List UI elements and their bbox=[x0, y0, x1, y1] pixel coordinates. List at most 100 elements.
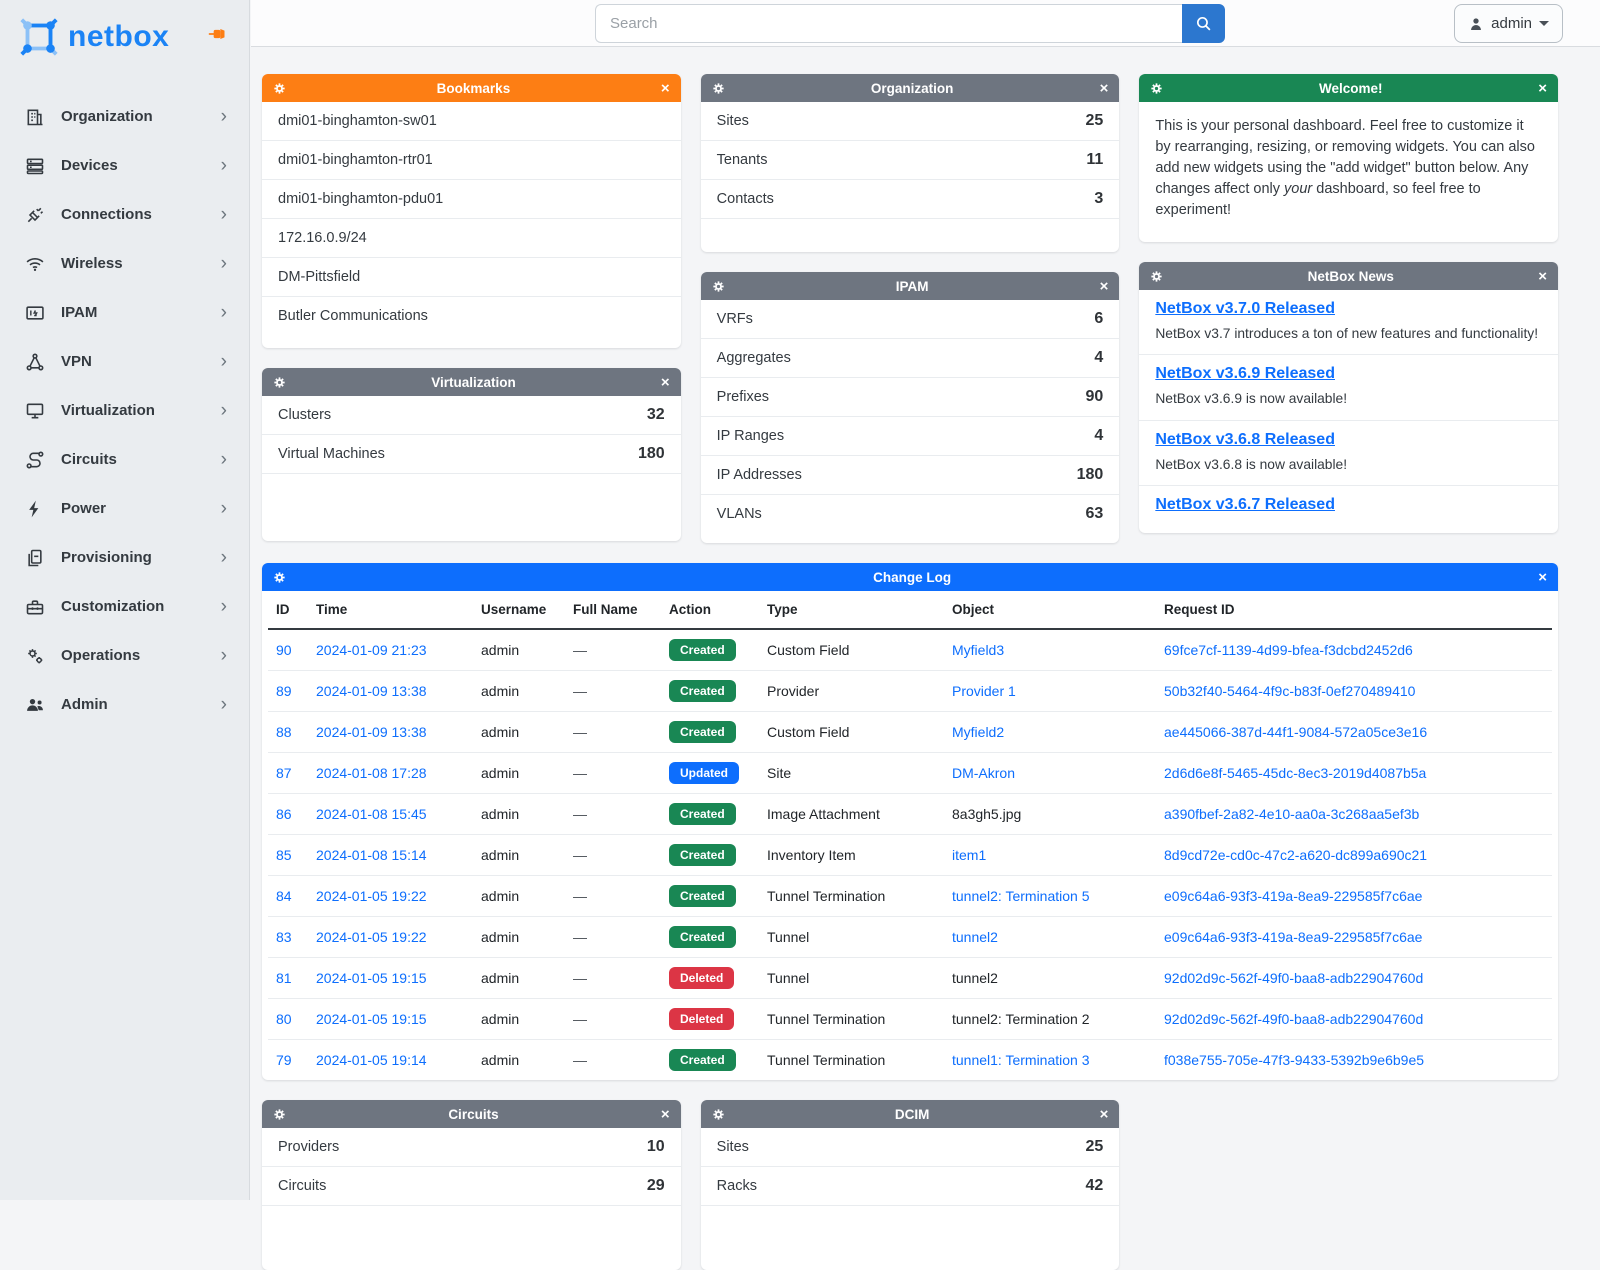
widget-config-button[interactable] bbox=[710, 278, 727, 295]
widget-close-button[interactable]: × bbox=[659, 79, 672, 98]
widget-config-button[interactable] bbox=[271, 1106, 288, 1123]
widget-close-button[interactable]: × bbox=[1098, 79, 1111, 98]
count-row: IP Addresses 180 bbox=[700, 456, 1120, 495]
request-id-link[interactable]: f038e755-705e-47f3-9433-5392b9e6b9e5 bbox=[1164, 1052, 1425, 1068]
username-cell: admin bbox=[473, 711, 565, 753]
object-link[interactable]: Myfield3 bbox=[952, 642, 1005, 658]
request-id-link[interactable]: 92d02d9c-562f-49f0-baa8-adb22904760d bbox=[1164, 1011, 1424, 1027]
news-link[interactable]: NetBox v3.6.9 Released bbox=[1155, 365, 1335, 383]
change-time-link[interactable]: 2024-01-05 19:22 bbox=[316, 929, 427, 945]
change-id-link[interactable]: 79 bbox=[276, 1052, 292, 1068]
change-id-link[interactable]: 86 bbox=[276, 806, 292, 822]
count-value: 4 bbox=[1094, 427, 1104, 444]
search-button[interactable] bbox=[1182, 4, 1225, 43]
change-id-link[interactable]: 90 bbox=[276, 642, 292, 658]
sidebar-item-operations[interactable]: Operations › bbox=[0, 631, 249, 680]
request-id-link[interactable]: ae445066-387d-44f1-9084-572a05ce3e16 bbox=[1164, 724, 1428, 740]
change-id-link[interactable]: 81 bbox=[276, 970, 292, 986]
change-id-link[interactable]: 89 bbox=[276, 683, 292, 699]
object-link[interactable]: Myfield2 bbox=[952, 724, 1005, 740]
count-row: VRFs 6 bbox=[700, 300, 1120, 339]
sidebar-pin-button[interactable] bbox=[207, 26, 227, 45]
change-id-link[interactable]: 84 bbox=[276, 888, 292, 904]
change-id-link[interactable]: 80 bbox=[276, 1011, 292, 1027]
search-input[interactable] bbox=[595, 4, 1182, 43]
widget-config-button[interactable] bbox=[271, 80, 288, 97]
object-link[interactable]: Provider 1 bbox=[952, 683, 1016, 699]
sidebar-item-virtualization[interactable]: Virtualization › bbox=[0, 386, 249, 435]
change-time-link[interactable]: 2024-01-08 17:28 bbox=[316, 765, 427, 781]
sidebar-item-connections[interactable]: Connections › bbox=[0, 190, 249, 239]
change-time-link[interactable]: 2024-01-05 19:15 bbox=[316, 1011, 427, 1027]
object-link[interactable]: DM-Akron bbox=[952, 765, 1016, 781]
change-time-link[interactable]: 2024-01-08 15:45 bbox=[316, 806, 427, 822]
request-id-link[interactable]: a390fbef-2a82-4e10-aa0a-3c268aa5ef3b bbox=[1164, 806, 1420, 822]
news-item: NetBox v3.7.0 Released NetBox v3.7 intro… bbox=[1139, 290, 1558, 356]
widget-config-button[interactable] bbox=[710, 1106, 727, 1123]
topbar: admin bbox=[251, 0, 1600, 47]
change-id-link[interactable]: 88 bbox=[276, 724, 292, 740]
object-link[interactable]: item1 bbox=[952, 847, 987, 863]
sidebar-item-circuits[interactable]: Circuits › bbox=[0, 435, 249, 484]
bookmark-item[interactable]: 172.16.0.9/24 bbox=[262, 219, 681, 258]
change-id-link[interactable]: 85 bbox=[276, 847, 292, 863]
full-name-cell: — bbox=[573, 642, 587, 658]
change-time-link[interactable]: 2024-01-09 13:38 bbox=[316, 683, 427, 699]
object-link[interactable]: tunnel2 bbox=[952, 929, 998, 945]
sidebar-item-provisioning[interactable]: Provisioning › bbox=[0, 533, 249, 582]
request-id-link[interactable]: 8d9cd72e-cd0c-47c2-a620-dc899a690c21 bbox=[1164, 847, 1428, 863]
widget-close-button[interactable]: × bbox=[659, 1105, 672, 1124]
close-icon: × bbox=[1099, 1105, 1109, 1123]
change-time-link[interactable]: 2024-01-05 19:22 bbox=[316, 888, 427, 904]
request-id-link[interactable]: e09c64a6-93f3-419a-8ea9-229585f7c6ae bbox=[1164, 929, 1423, 945]
object-link[interactable]: tunnel1: Termination 3 bbox=[952, 1052, 1090, 1068]
widget-config-button[interactable] bbox=[1148, 80, 1165, 97]
request-id-link[interactable]: 2d6d6e8f-5465-45dc-8ec3-2019d4087b5a bbox=[1164, 765, 1427, 781]
change-time-link[interactable]: 2024-01-09 21:23 bbox=[316, 642, 427, 658]
bookmark-item[interactable]: Butler Communications bbox=[278, 308, 428, 324]
widget-close-button[interactable]: × bbox=[1098, 1105, 1111, 1124]
sidebar-item-admin[interactable]: Admin › bbox=[0, 680, 249, 729]
netbox-logo[interactable]: netbox bbox=[16, 14, 169, 60]
organization-widget: Organization × Sites 25 Tenants 11 Contact… bbox=[700, 74, 1120, 252]
bookmark-item[interactable]: dmi01-binghamton-pdu01 bbox=[262, 180, 681, 219]
change-id-link[interactable]: 87 bbox=[276, 765, 292, 781]
news-link[interactable]: NetBox v3.7.0 Released bbox=[1155, 300, 1335, 317]
sidebar-item-organization[interactable]: Organization › bbox=[0, 92, 249, 141]
widget-config-button[interactable] bbox=[1148, 268, 1165, 285]
widget-close-button[interactable]: × bbox=[1536, 568, 1549, 587]
request-id-link[interactable]: 50b32f40-5464-4f9c-b83f-0ef270489410 bbox=[1164, 683, 1416, 699]
widget-config-button[interactable] bbox=[271, 569, 288, 586]
change-time-link[interactable]: 2024-01-05 19:15 bbox=[316, 970, 427, 986]
dcim-widget-header: DCIM × bbox=[700, 1100, 1120, 1128]
news-link[interactable]: NetBox v3.6.8 Released bbox=[1155, 430, 1335, 448]
widget-config-button[interactable] bbox=[271, 374, 288, 391]
column-header-id: ID bbox=[268, 591, 308, 630]
widget-close-button[interactable]: × bbox=[1536, 267, 1549, 286]
object-link[interactable]: tunnel2: Termination 5 bbox=[952, 888, 1090, 904]
sidebar-item-power[interactable]: Power › bbox=[0, 484, 249, 533]
change-time-link[interactable]: 2024-01-05 19:14 bbox=[316, 1052, 427, 1068]
bookmark-item[interactable]: dmi01-binghamton-rtr01 bbox=[262, 141, 681, 180]
widget-close-button[interactable]: × bbox=[1536, 79, 1549, 98]
widget-close-button[interactable]: × bbox=[1098, 277, 1111, 296]
news-link[interactable]: NetBox v3.6.7 Released bbox=[1155, 495, 1335, 513]
pin-icon bbox=[208, 29, 225, 39]
sidebar-item-devices[interactable]: Devices › bbox=[0, 141, 249, 190]
change-id-link[interactable]: 83 bbox=[276, 929, 292, 945]
change-time-link[interactable]: 2024-01-09 13:38 bbox=[316, 724, 427, 740]
sidebar-item-vpn[interactable]: VPN › bbox=[0, 337, 249, 386]
widget-close-button[interactable]: × bbox=[659, 373, 672, 392]
bookmark-item[interactable]: DM-Pittsfield bbox=[262, 258, 681, 297]
sidebar-item-wireless[interactable]: Wireless › bbox=[0, 239, 249, 288]
user-menu-button[interactable]: admin bbox=[1454, 4, 1563, 43]
table-row: 84 2024-01-05 19:22 admin — Created Tunn… bbox=[268, 875, 1552, 917]
request-id-link[interactable]: 69fce7cf-1139-4d99-bfea-f3dcbd2452d6 bbox=[1164, 642, 1413, 658]
request-id-link[interactable]: 92d02d9c-562f-49f0-baa8-adb22904760d bbox=[1164, 970, 1424, 986]
sidebar-item-ipam[interactable]: IPAM › bbox=[0, 288, 249, 337]
request-id-link[interactable]: e09c64a6-93f3-419a-8ea9-229585f7c6ae bbox=[1164, 888, 1423, 904]
widget-config-button[interactable] bbox=[710, 80, 727, 97]
change-time-link[interactable]: 2024-01-08 15:14 bbox=[316, 847, 427, 863]
sidebar-item-customization[interactable]: Customization › bbox=[0, 582, 249, 631]
bookmark-item[interactable]: dmi01-binghamton-sw01 bbox=[262, 102, 681, 141]
